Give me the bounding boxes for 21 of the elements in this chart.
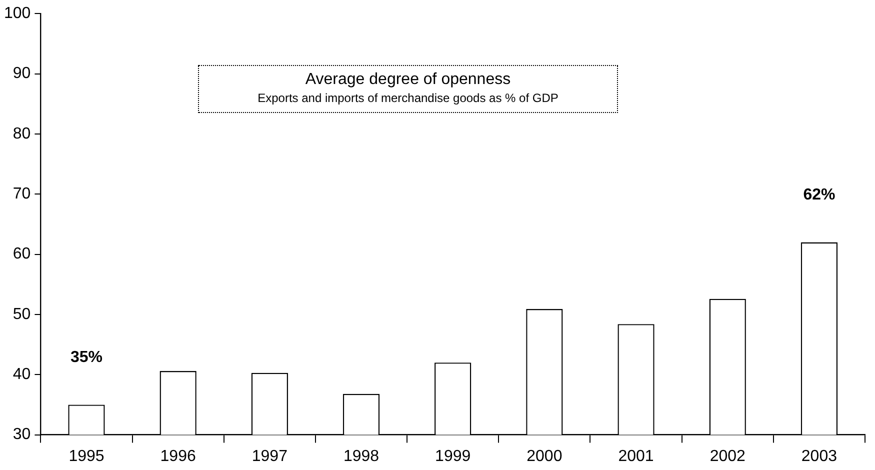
y-tick-label: 100 — [4, 5, 31, 22]
y-tick-label: 70 — [12, 186, 31, 203]
text: Average degree of openness — [304, 70, 512, 90]
y-tick-label: 30 — [12, 426, 31, 444]
x-tick-label: 2000 — [526, 448, 562, 465]
x-tick-label: 2003 — [801, 448, 838, 465]
x-tick-label: 1995 — [68, 448, 104, 465]
y-tick-label: 90 — [12, 65, 31, 82]
y-tick-label: 50 — [12, 306, 31, 323]
x-tick-label: 1997 — [252, 448, 288, 465]
x-tick-label: 2001 — [618, 448, 654, 465]
data-label: 35% — [70, 349, 103, 366]
data-label: 62% — [803, 186, 836, 204]
x-tick-label: 2002 — [710, 448, 746, 465]
y-tick-label: 40 — [12, 366, 31, 384]
text: Exports and imports of merchandise goods as % of GDP — [256, 90, 560, 106]
x-tick-label: 1996 — [160, 448, 196, 465]
x-tick-label: 1999 — [435, 448, 471, 465]
y-tick-label: 60 — [12, 246, 31, 263]
x-tick-label: 1998 — [343, 448, 380, 465]
y-tick-label: 80 — [12, 125, 31, 142]
